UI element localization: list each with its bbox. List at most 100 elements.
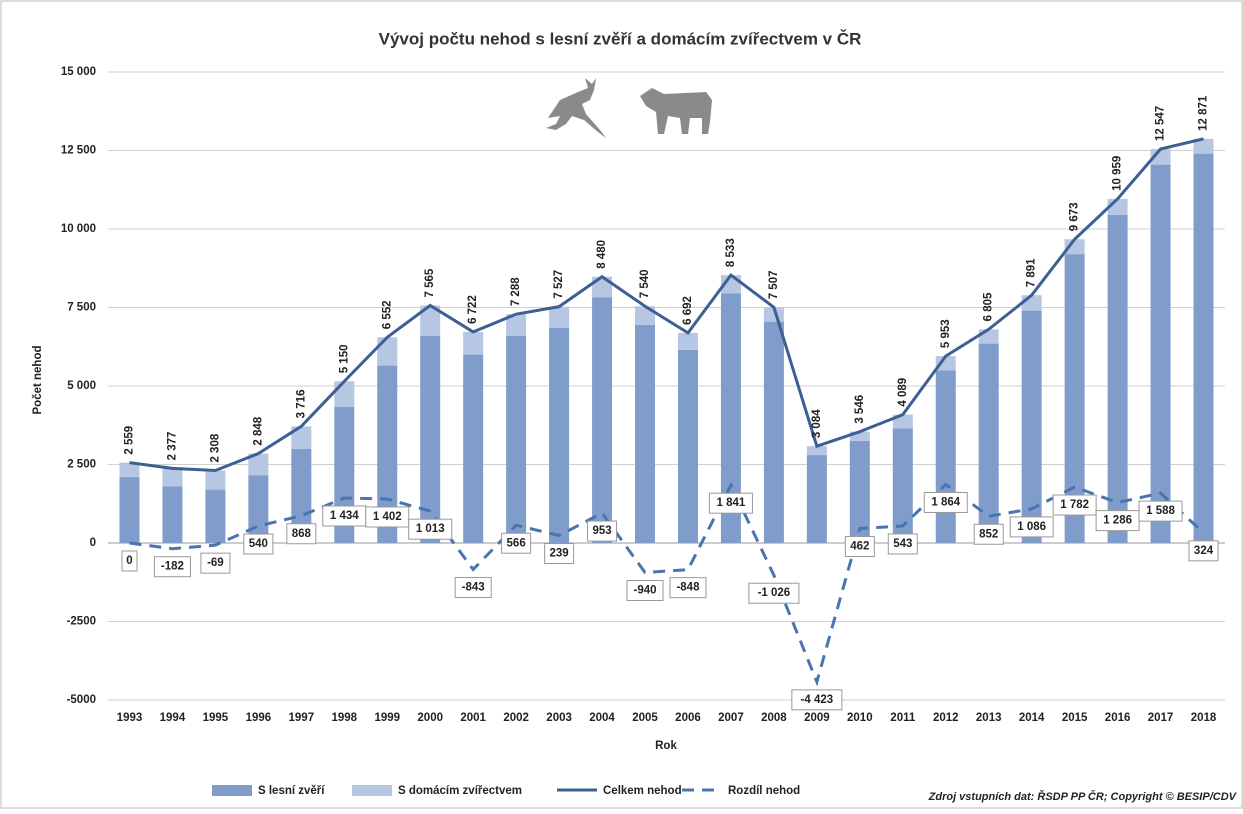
data-label: 6 805 bbox=[983, 292, 995, 321]
data-label: 2 377 bbox=[166, 432, 178, 461]
data-label: 566 bbox=[507, 537, 526, 549]
chart-title: Vývoj počtu nehod s lesní zvěří a domácí… bbox=[379, 29, 862, 48]
data-label: 8 533 bbox=[725, 238, 737, 267]
data-label: 10 959 bbox=[1112, 156, 1124, 191]
bar bbox=[678, 350, 698, 543]
data-label: -69 bbox=[207, 557, 224, 569]
data-label: 6 692 bbox=[682, 296, 694, 325]
bar bbox=[635, 325, 655, 543]
source: Zdroj vstupních dat: ŘSDP PP ČR; Copyrig… bbox=[928, 790, 1238, 803]
y-tick-label: 12 500 bbox=[61, 145, 96, 157]
bar bbox=[1194, 154, 1214, 543]
x-tick-label: 2002 bbox=[503, 712, 529, 724]
data-label: 12 871 bbox=[1198, 95, 1210, 131]
bar bbox=[936, 370, 956, 543]
data-label: -843 bbox=[462, 582, 485, 594]
data-label: -182 bbox=[161, 561, 184, 573]
data-label: 324 bbox=[1194, 545, 1214, 557]
x-tick-label: 2011 bbox=[890, 712, 916, 724]
data-label: 1 864 bbox=[931, 497, 960, 509]
bar bbox=[334, 381, 354, 407]
data-label: -1 026 bbox=[758, 587, 791, 599]
data-label: 7 891 bbox=[1026, 258, 1038, 287]
data-label: 5 150 bbox=[338, 345, 350, 374]
data-label: 540 bbox=[249, 538, 268, 550]
bar bbox=[463, 332, 483, 355]
data-label: 1 402 bbox=[373, 511, 402, 523]
data-label: 3 716 bbox=[295, 390, 307, 419]
x-tick-label: 2012 bbox=[933, 712, 959, 724]
x-tick-label: 1995 bbox=[203, 712, 229, 724]
data-label: 1 013 bbox=[416, 523, 445, 535]
x-tick-label: 2008 bbox=[761, 712, 787, 724]
bar bbox=[205, 471, 225, 490]
data-label: 4 089 bbox=[897, 378, 909, 407]
data-label: 543 bbox=[893, 538, 912, 550]
y-tick-label: 2 500 bbox=[67, 459, 96, 471]
bar bbox=[162, 486, 182, 543]
x-tick-label: 2003 bbox=[546, 712, 572, 724]
bar bbox=[979, 329, 999, 343]
frame bbox=[1, 1, 1242, 808]
data-label: 462 bbox=[850, 541, 869, 553]
data-label: 6 722 bbox=[467, 295, 479, 324]
y-tick-label: 7 500 bbox=[67, 302, 96, 314]
bar bbox=[162, 468, 182, 486]
bar bbox=[1151, 165, 1171, 543]
x-tick-label: 2001 bbox=[460, 712, 486, 724]
x-tick-label: 1994 bbox=[160, 712, 186, 724]
x-axis-label: Rok bbox=[655, 740, 677, 752]
bar bbox=[979, 344, 999, 543]
bar bbox=[549, 307, 569, 328]
bar bbox=[678, 333, 698, 350]
x-tick-label: 1999 bbox=[374, 712, 400, 724]
x-tick-label: 2007 bbox=[718, 712, 744, 724]
bar bbox=[1022, 295, 1042, 310]
x-tick-label: 2017 bbox=[1148, 712, 1174, 724]
data-label: 7 288 bbox=[510, 277, 522, 306]
legend-swatch bbox=[212, 785, 252, 796]
bar bbox=[377, 337, 397, 365]
x-tick-label: 2005 bbox=[632, 712, 658, 724]
y-tick-label: 0 bbox=[90, 537, 96, 549]
y-tick-label: 5 000 bbox=[67, 380, 96, 392]
data-label: 7 565 bbox=[424, 268, 436, 297]
bar bbox=[420, 336, 440, 543]
data-label: 7 507 bbox=[768, 270, 780, 299]
y-tick-label: 10 000 bbox=[61, 223, 96, 235]
bar bbox=[205, 490, 225, 543]
x-tick-label: 1993 bbox=[117, 712, 143, 724]
data-label: 2 308 bbox=[209, 433, 221, 462]
x-tick-label: 2010 bbox=[847, 712, 873, 724]
x-tick-label: 1997 bbox=[289, 712, 315, 724]
x-tick-label: 2006 bbox=[675, 712, 701, 724]
data-label: 3 546 bbox=[854, 395, 866, 424]
data-label: 2 559 bbox=[124, 426, 136, 455]
data-label: 1 841 bbox=[717, 497, 746, 509]
legend-label: S lesní zvěří bbox=[258, 785, 325, 797]
chart: Vývoj počtu nehod s lesní zvěří a domácí… bbox=[0, 0, 1243, 809]
bar bbox=[1108, 215, 1128, 543]
bar bbox=[592, 297, 612, 543]
legend-swatch bbox=[352, 785, 392, 796]
data-label: 953 bbox=[592, 525, 611, 537]
data-label: 7 540 bbox=[639, 269, 651, 298]
bar bbox=[807, 455, 827, 543]
x-tick-label: 2016 bbox=[1105, 712, 1131, 724]
x-tick-label: 2014 bbox=[1019, 712, 1045, 724]
bar bbox=[764, 322, 784, 543]
y-tick-label: 15 000 bbox=[61, 66, 96, 78]
bar bbox=[506, 336, 526, 543]
data-label: -940 bbox=[634, 585, 657, 597]
bar bbox=[119, 477, 139, 543]
bar bbox=[463, 355, 483, 543]
data-label: 9 673 bbox=[1069, 202, 1081, 231]
data-label: 3 084 bbox=[811, 409, 823, 438]
x-tick-label: 2000 bbox=[417, 712, 443, 724]
x-tick-label: 2013 bbox=[976, 712, 1002, 724]
data-label: 7 527 bbox=[553, 270, 565, 299]
data-label: 12 547 bbox=[1155, 106, 1167, 141]
x-tick-label: 2009 bbox=[804, 712, 830, 724]
legend-label: Rozdíl nehod bbox=[728, 785, 800, 797]
data-label: 1 434 bbox=[330, 510, 359, 522]
